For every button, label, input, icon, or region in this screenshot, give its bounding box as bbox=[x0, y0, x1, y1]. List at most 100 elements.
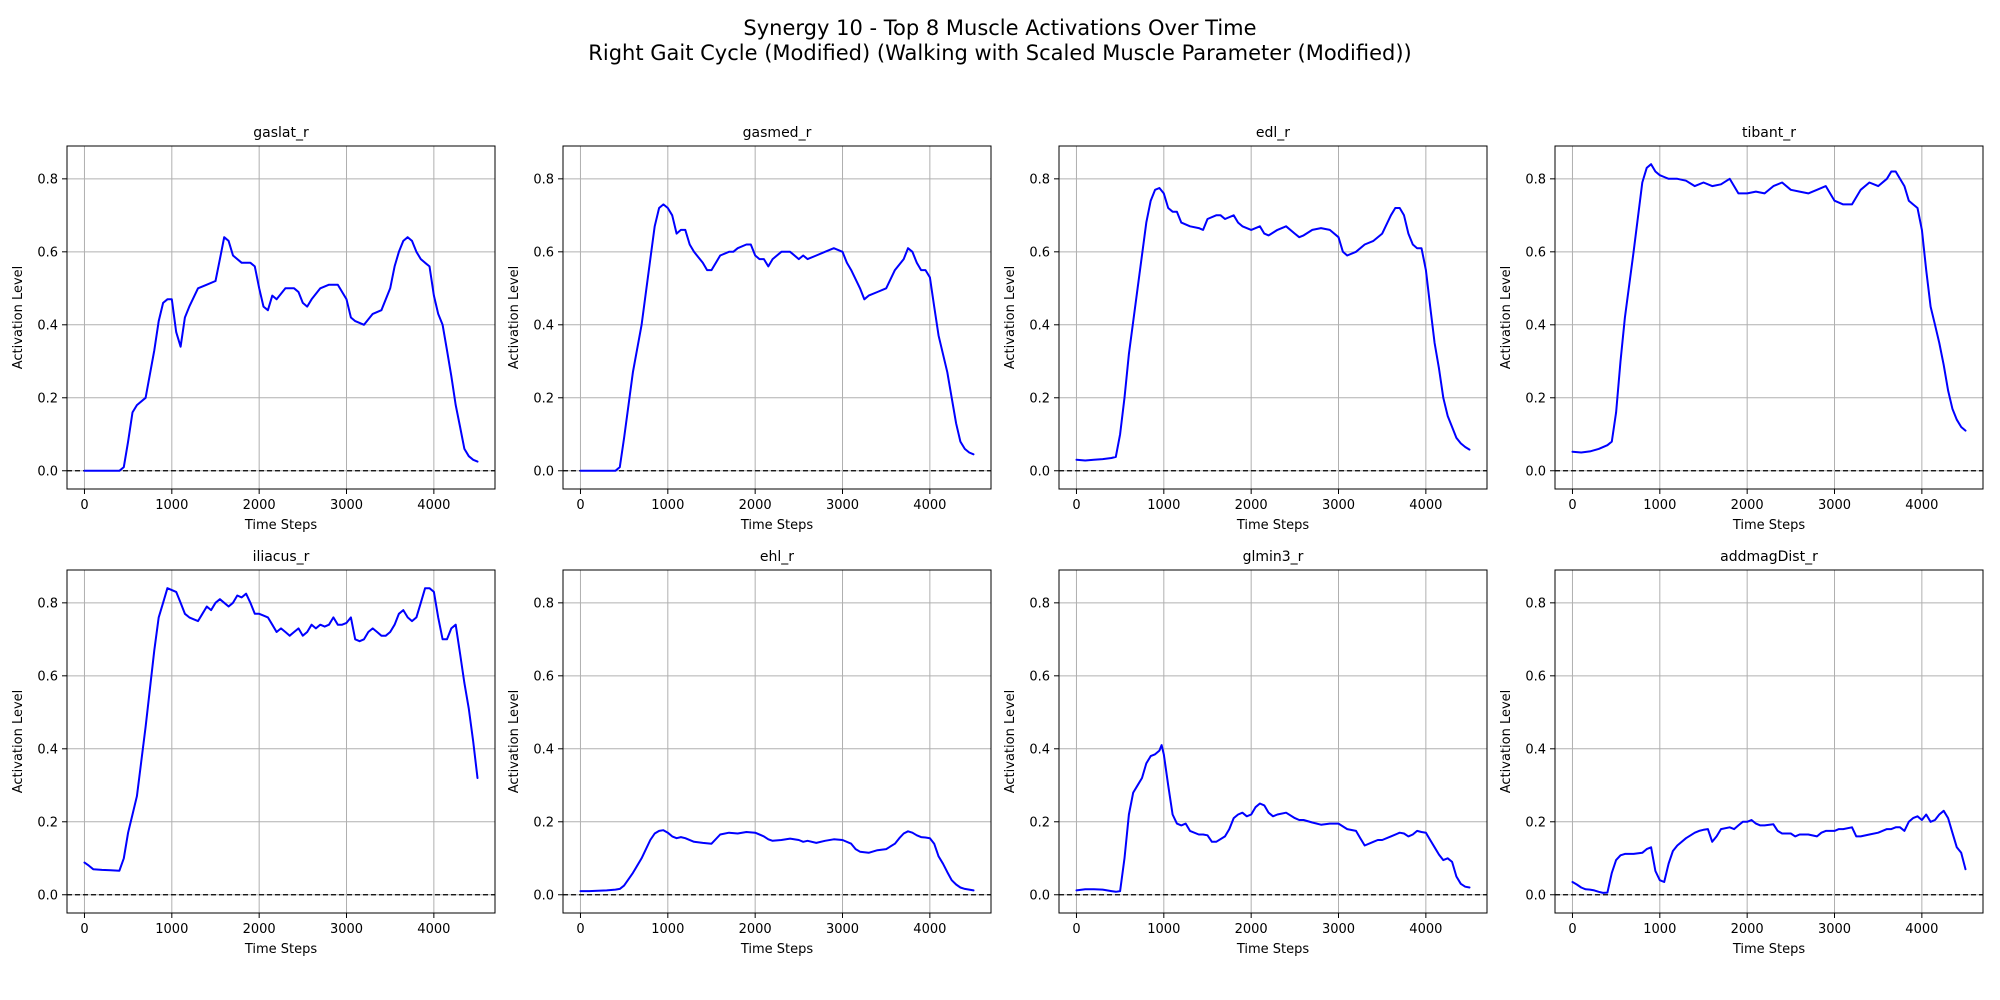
x-tick-label: 1000 bbox=[155, 498, 188, 513]
x-tick-label: 4000 bbox=[913, 498, 946, 513]
y-tick-label: 0.0 bbox=[1525, 464, 1546, 479]
y-tick-label: 0.2 bbox=[1029, 391, 1050, 406]
x-tick-label: 2000 bbox=[739, 922, 772, 937]
x-tick-label: 3000 bbox=[826, 922, 859, 937]
y-tick-label: 0.2 bbox=[533, 391, 554, 406]
y-tick-label: 0.0 bbox=[533, 888, 554, 903]
y-tick-label: 0.4 bbox=[1029, 318, 1050, 333]
x-axis-label: Time Steps bbox=[1236, 518, 1310, 533]
x-tick-label: 4000 bbox=[1409, 922, 1442, 937]
x-axis-label: Time Steps bbox=[1732, 518, 1806, 533]
y-tick-label: 0.2 bbox=[37, 391, 58, 406]
axes-frame bbox=[66, 569, 496, 914]
y-axis-label: Activation Level bbox=[1003, 690, 1018, 794]
x-tick-label: 1000 bbox=[651, 922, 684, 937]
subplot-title: tibant_r bbox=[1742, 125, 1796, 141]
x-axis-label: Time Steps bbox=[244, 518, 318, 533]
y-tick-label: 0.2 bbox=[533, 815, 554, 830]
x-tick-label: 4000 bbox=[417, 922, 450, 937]
y-tick-label: 0.4 bbox=[1525, 318, 1546, 333]
y-tick-label: 0.0 bbox=[1029, 464, 1050, 479]
y-axis-label: Activation Level bbox=[507, 266, 522, 370]
x-tick-label: 1000 bbox=[155, 922, 188, 937]
x-tick-label: 2000 bbox=[739, 498, 772, 513]
x-tick-label: 3000 bbox=[1818, 922, 1851, 937]
x-axis-label: Time Steps bbox=[244, 942, 318, 957]
y-tick-label: 0.6 bbox=[533, 245, 554, 260]
y-tick-label: 0.2 bbox=[1525, 391, 1546, 406]
x-tick-label: 1000 bbox=[1147, 498, 1180, 513]
axes-frame bbox=[66, 145, 496, 490]
subplot-title: iliacus_r bbox=[253, 549, 310, 565]
y-axis-label: Activation Level bbox=[1499, 690, 1514, 794]
x-tick-label: 3000 bbox=[330, 922, 363, 937]
subplot-tibant-r: 0 1000 2000 3000 4000 0.0 0.2 0.4 0.6 0.8 tibant_r… bbox=[1499, 125, 1984, 533]
x-tick-label: 0 bbox=[1568, 498, 1576, 513]
series-line bbox=[83, 236, 479, 472]
y-tick-label: 0.4 bbox=[37, 742, 58, 757]
x-tick-label: 2000 bbox=[243, 922, 276, 937]
subplot-title: gasmed_r bbox=[743, 125, 812, 141]
y-tick-label: 0.4 bbox=[533, 742, 554, 757]
y-tick-label: 0.8 bbox=[37, 596, 58, 611]
series-line bbox=[579, 829, 975, 893]
x-tick-label: 0 bbox=[576, 922, 584, 937]
x-tick-label: 2000 bbox=[1731, 922, 1764, 937]
y-tick-label: 0.6 bbox=[1029, 669, 1050, 684]
x-tick-label: 2000 bbox=[1235, 498, 1268, 513]
subplot-title: addmagDist_r bbox=[1720, 549, 1818, 565]
x-tick-label: 0 bbox=[1568, 922, 1576, 937]
y-tick-label: 0.4 bbox=[37, 318, 58, 333]
subplot-gasmed-r: 0 1000 2000 3000 4000 0.0 0.2 0.4 0.6 0.8 gasmed_r… bbox=[507, 125, 992, 533]
x-tick-label: 0 bbox=[576, 498, 584, 513]
x-tick-label: 3000 bbox=[330, 498, 363, 513]
x-tick-label: 3000 bbox=[1322, 498, 1355, 513]
x-tick-label: 0 bbox=[1072, 498, 1080, 513]
y-tick-label: 0.4 bbox=[1029, 742, 1050, 757]
y-tick-label: 0.6 bbox=[1029, 245, 1050, 260]
subplot-iliacus-r: 0 1000 2000 3000 4000 0.0 0.2 0.4 0.6 0.8 iliacus_… bbox=[11, 549, 496, 957]
axes-frame bbox=[1058, 569, 1488, 914]
y-tick-label: 0.0 bbox=[1029, 888, 1050, 903]
y-axis-label: Activation Level bbox=[507, 690, 522, 794]
y-tick-label: 0.6 bbox=[37, 669, 58, 684]
y-tick-label: 0.4 bbox=[533, 318, 554, 333]
x-tick-label: 3000 bbox=[1818, 498, 1851, 513]
y-tick-label: 0.8 bbox=[533, 172, 554, 187]
y-tick-label: 0.6 bbox=[1525, 245, 1546, 260]
axes-frame bbox=[562, 145, 992, 490]
series-line bbox=[579, 203, 975, 472]
subplot-addmagDist-r: 0 1000 2000 3000 4000 0.0 0.2 0.4 0.6 0.8 addmagDi… bbox=[1499, 549, 1984, 957]
figure-title: Synergy 10 - Top 8 Muscle Activations Ov… bbox=[743, 16, 1256, 40]
y-axis-label: Activation Level bbox=[1003, 266, 1018, 370]
y-axis-label: Activation Level bbox=[11, 266, 26, 370]
x-tick-label: 4000 bbox=[913, 922, 946, 937]
y-tick-label: 0.8 bbox=[1525, 596, 1546, 611]
subplot-edl-r: 0 1000 2000 3000 4000 0.0 0.2 0.4 0.6 0.8 edl_r Tim… bbox=[1003, 125, 1488, 533]
x-tick-label: 4000 bbox=[1905, 922, 1938, 937]
subplot-grid: 0 1000 2000 3000 4000 0.0 0.2 0.4 0.6 0.8 gaslat_r… bbox=[11, 125, 1984, 957]
y-tick-label: 0.2 bbox=[1029, 815, 1050, 830]
y-tick-label: 0.0 bbox=[533, 464, 554, 479]
subplot-ehl-r: 0 1000 2000 3000 4000 0.0 0.2 0.4 0.6 0.8 ehl_r Tim… bbox=[507, 549, 992, 957]
axes-frame bbox=[1058, 145, 1488, 490]
figure-subtitle: Right Gait Cycle (Modified) (Walking wit… bbox=[588, 41, 1411, 65]
y-tick-label: 0.2 bbox=[1525, 815, 1546, 830]
x-axis-label: Time Steps bbox=[740, 518, 814, 533]
x-tick-label: 4000 bbox=[417, 498, 450, 513]
y-tick-label: 0.6 bbox=[1525, 669, 1546, 684]
x-axis-label: Time Steps bbox=[740, 942, 814, 957]
axes-frame bbox=[562, 569, 992, 914]
x-tick-label: 0 bbox=[80, 922, 88, 937]
subplot-gaslat-r: 0 1000 2000 3000 4000 0.0 0.2 0.4 0.6 0.8 gaslat_r… bbox=[11, 125, 496, 533]
y-tick-label: 0.2 bbox=[37, 815, 58, 830]
y-axis-label: Activation Level bbox=[1499, 266, 1514, 370]
y-tick-label: 0.6 bbox=[37, 245, 58, 260]
x-tick-label: 3000 bbox=[1322, 922, 1355, 937]
y-tick-label: 0.8 bbox=[1525, 172, 1546, 187]
subplot-title: edl_r bbox=[1256, 125, 1290, 141]
axes-frame bbox=[1554, 145, 1984, 490]
y-tick-label: 0.0 bbox=[1525, 888, 1546, 903]
y-tick-label: 0.8 bbox=[37, 172, 58, 187]
